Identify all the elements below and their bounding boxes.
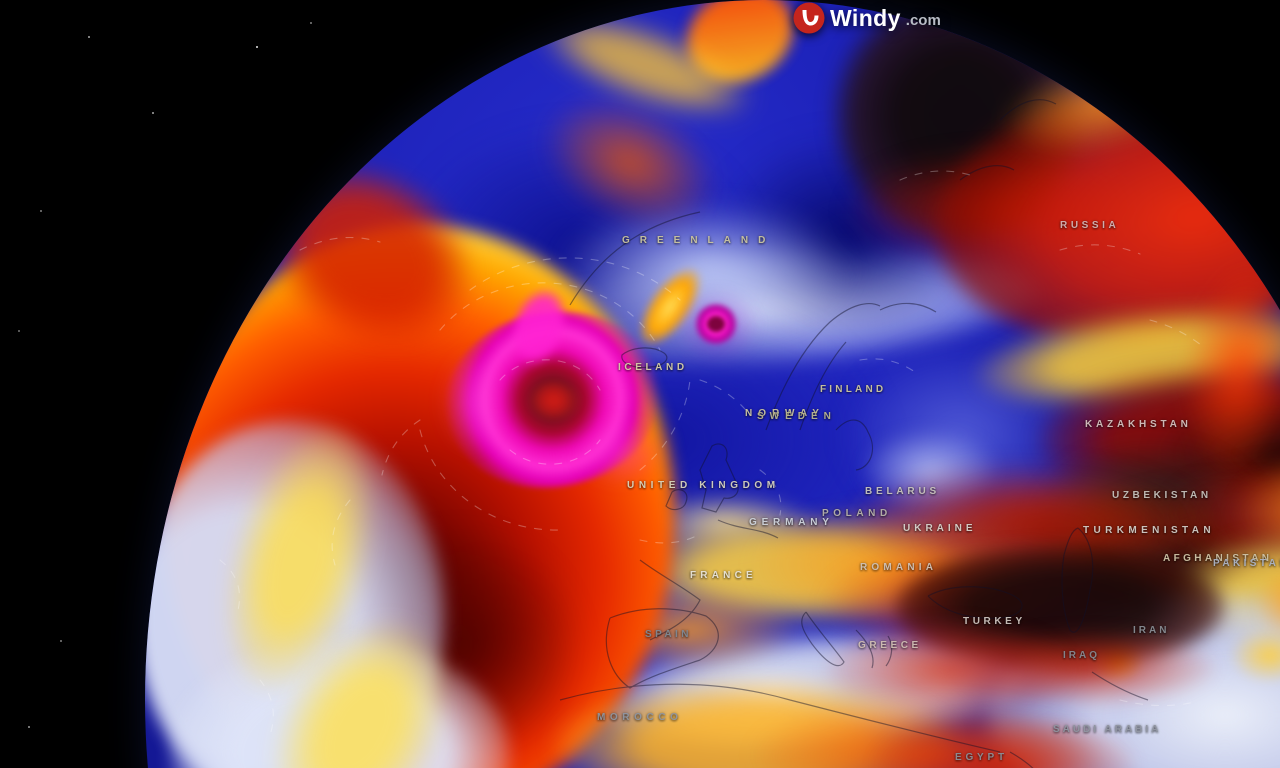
vortex-glow: [440, 350, 505, 455]
eddy-center: [707, 316, 725, 332]
star: [40, 210, 42, 212]
star: [310, 22, 312, 24]
windy-logo-icon: [793, 2, 825, 34]
star: [152, 112, 154, 114]
windy-logo-suffix: .com: [905, 12, 941, 29]
star: [60, 640, 62, 642]
vortex-core: [527, 380, 582, 422]
vortex-glow: [575, 420, 665, 485]
windy-logo-text: Windy: [830, 4, 901, 31]
star: [28, 726, 30, 728]
coastline-wind-overlay: [219, 99, 1206, 768]
star: [256, 46, 258, 48]
windy-logo[interactable]: Windy .com: [793, 2, 941, 34]
star: [18, 330, 20, 332]
star: [88, 36, 90, 38]
globe-map[interactable]: [145, 0, 1280, 768]
